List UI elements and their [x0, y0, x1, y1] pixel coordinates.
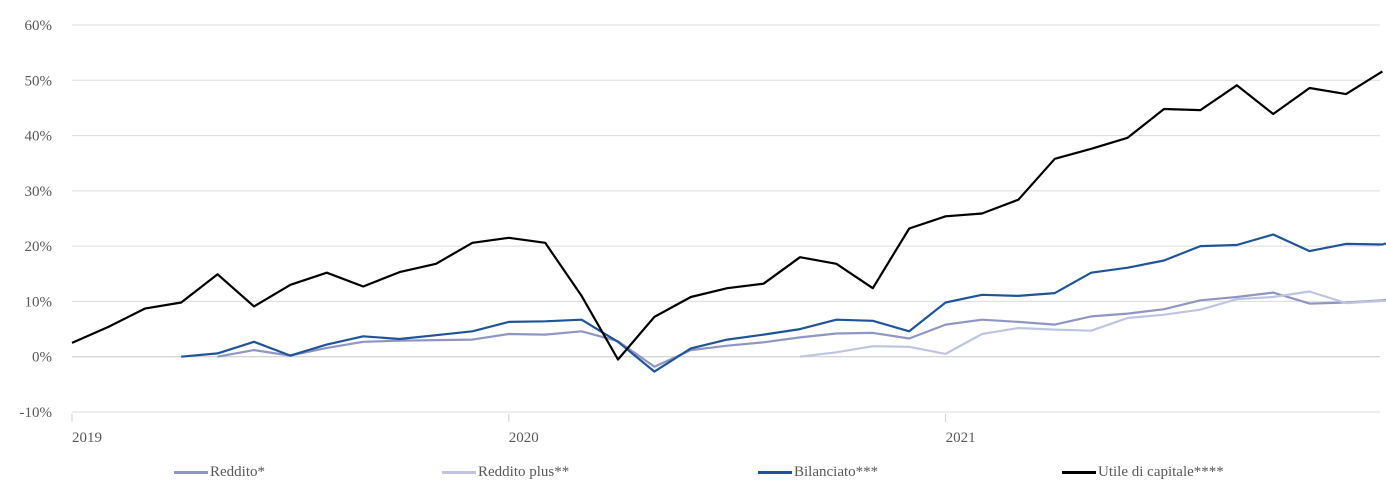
legend-swatch-bilanciato: [758, 470, 792, 474]
y-axis-tick-labels: -10% 0% 10% 20% 30% 40% 50% 60%: [20, 18, 53, 421]
legend-swatch-reddito: [174, 470, 208, 474]
x-axis-tick-labels: 2019 2020 2021: [71, 414, 976, 446]
x-tick-label: 2019: [72, 430, 102, 446]
legend-label-utile-di-capitale: Utile di capitale****: [1098, 463, 1224, 480]
gridlines: [72, 24, 1380, 413]
legend-swatch-utile-di-capitale: [1062, 470, 1096, 474]
series-lines: [71, 70, 1386, 373]
y-tick-label: 0%: [32, 350, 52, 366]
line-chart: -10% 0% 10% 20% 30% 40% 50% 60% 2019 2020 2021: [20, 18, 1386, 446]
series-line-3: [71, 70, 1383, 361]
y-tick-label: 50%: [25, 73, 53, 89]
legend-swatch-reddito-plus: [442, 470, 476, 474]
y-tick-label: 10%: [25, 294, 53, 310]
series-line-0: [217, 291, 1386, 368]
legend-label-bilanciato: Bilanciato***: [794, 463, 879, 480]
y-tick-label: 40%: [25, 129, 53, 145]
series-line-2: [181, 233, 1386, 373]
y-tick-label: -10%: [20, 405, 53, 421]
y-tick-label: 30%: [25, 184, 53, 200]
legend-label-reddito: Reddito*: [210, 463, 265, 480]
legend-label-reddito-plus: Reddito plus**: [478, 463, 570, 480]
x-tick-label: 2020: [509, 430, 539, 446]
y-tick-label: 60%: [25, 18, 53, 34]
legend: Reddito* Reddito plus** Bilanciato*** Ut…: [0, 461, 1386, 483]
series-line-1: [799, 290, 1386, 358]
y-tick-label: 20%: [25, 239, 53, 255]
legend-item-reddito-plus: Reddito plus**: [442, 461, 569, 483]
x-tick-label: 2021: [946, 430, 976, 446]
legend-item-utile-di-capitale: Utile di capitale****: [1062, 461, 1224, 483]
legend-item-reddito: Reddito*: [174, 461, 265, 483]
legend-item-bilanciato: Bilanciato***: [758, 461, 878, 483]
